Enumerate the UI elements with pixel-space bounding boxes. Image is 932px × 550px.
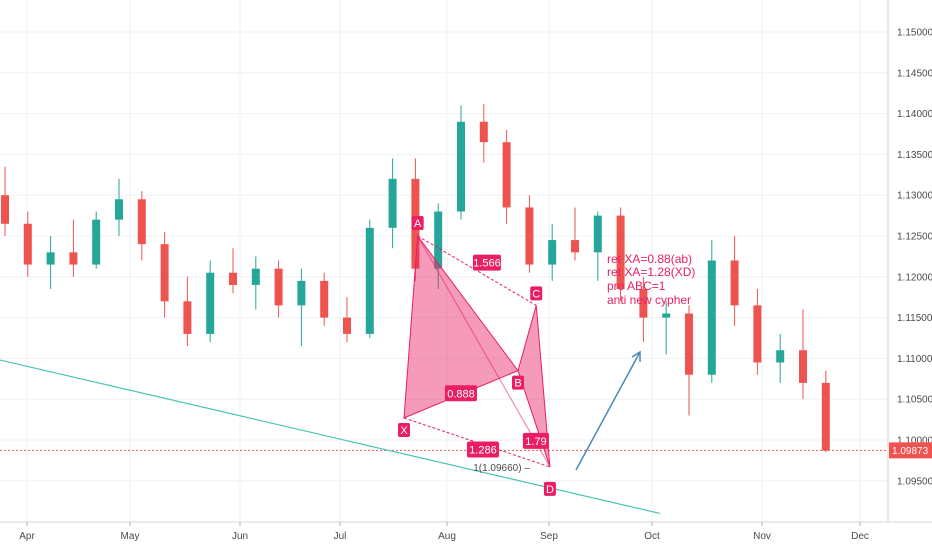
point-label-d: D: [546, 484, 554, 496]
time-axis-bg: [0, 522, 932, 550]
candle-body: [525, 207, 534, 265]
candle-body: [479, 121, 488, 143]
point-marker-a[interactable]: [411, 216, 424, 230]
last-price-value: 1.09873: [892, 446, 929, 457]
y-tick-label: 1.13000: [897, 191, 932, 202]
candle-body: [457, 121, 465, 212]
candle-body: [46, 252, 55, 265]
price-axis[interactable]: 1.15000 1.14500 1.14000 1.13500 1.13000 1.125…: [887, 0, 932, 550]
candle-body: [137, 199, 146, 245]
candle-body: [274, 268, 283, 306]
point-marker-b[interactable]: [512, 375, 524, 390]
x-tick-label: Oct: [644, 531, 660, 542]
x-tick-label: Sep: [540, 531, 558, 542]
candle-body: [297, 280, 306, 306]
annotation-line-1: ret XA=0.88(ab): [607, 252, 692, 266]
trendline[interactable]: [0, 359, 661, 515]
ratio-label: 1.566: [473, 258, 501, 270]
annotation-line-2: ret XA=1.28(XD): [607, 265, 695, 279]
candle-body: [799, 350, 807, 383]
y-tick-label: 1.10000: [897, 436, 932, 447]
candle-body: [115, 199, 123, 220]
candle-body: [571, 240, 579, 253]
projection-arrow[interactable]: [575, 350, 641, 471]
candle-body: [821, 382, 830, 451]
y-tick-label: 1.10500: [897, 395, 932, 406]
candle-body: [69, 252, 78, 265]
pattern-line-ac: [417, 235, 537, 306]
arrow-shaft[interactable]: [575, 351, 641, 471]
y-tick-label: 1.13500: [897, 150, 932, 161]
ratio-badge[interactable]: [472, 254, 501, 271]
ratio-label: 0.888: [447, 388, 475, 400]
y-tick-label: 1.09500: [897, 476, 932, 487]
point-label-a: A: [414, 218, 422, 230]
x-tick-label: Aug: [438, 531, 456, 542]
candle-body: [251, 268, 260, 285]
candle-body: [502, 142, 511, 208]
y-tick-label: 1.12500: [897, 232, 932, 243]
candle-body: [160, 244, 169, 302]
candle-body: [1, 195, 9, 224]
x-tick-label: Nov: [753, 531, 771, 542]
candle-body: [730, 260, 739, 306]
candle-body: [593, 215, 602, 253]
target-price-label: 1(1.09660) –: [473, 463, 530, 474]
arrow-head: [631, 350, 641, 362]
candle-body: [229, 272, 237, 285]
candle-body: [388, 178, 397, 228]
candle-body: [183, 301, 192, 334]
candle-body: [434, 211, 443, 269]
candlestick-series: [1, 103, 830, 453]
candle-body: [639, 289, 648, 318]
point-marker-c[interactable]: [530, 286, 543, 301]
y-tick-label: 1.12000: [897, 272, 932, 283]
point-label-x: X: [400, 425, 408, 437]
ratio-label: 1.286: [469, 444, 497, 456]
harmonic-pattern[interactable]: X A B C D 0.888 1.566 1.286 1.79 1(1.09660) –: [398, 216, 556, 496]
candle-body: [92, 219, 101, 265]
x-tick-label: Dec: [851, 531, 869, 542]
pattern-annotation[interactable]: ret XA=0.88(ab) ret XA=1.28(XD) pro ABC=…: [607, 252, 695, 307]
trendline-segment[interactable]: [0, 359, 661, 515]
point-marker-d[interactable]: [543, 481, 556, 496]
candle-body: [753, 305, 762, 363]
candle-body: [776, 350, 785, 363]
candle-body: [548, 240, 557, 265]
ratio-badge[interactable]: [522, 432, 549, 449]
x-tick-label: Jul: [334, 531, 347, 542]
candle-body: [365, 227, 374, 334]
y-tick-label: 1.15000: [897, 28, 932, 39]
candle-body: [320, 280, 329, 318]
chart-grid: [0, 0, 888, 522]
candle-body: [206, 272, 215, 334]
y-tick-label: 1.14000: [897, 109, 932, 120]
candle-body: [662, 313, 671, 318]
annotation-line-4: anti new cypher: [607, 293, 691, 307]
annotation-line-3: pro ABC=1: [607, 279, 666, 293]
candle-body: [23, 223, 32, 265]
y-tick-label: 1.14500: [897, 68, 932, 79]
x-tick-label: May: [121, 531, 140, 542]
point-label-c: C: [532, 288, 540, 300]
point-label-b: B: [514, 378, 521, 390]
candle-body: [616, 215, 625, 290]
time-axis[interactable]: Apr May Jun Jul Aug Sep Oct Nov Dec: [0, 521, 932, 550]
y-tick-label: 1.11500: [897, 313, 932, 324]
candle-body: [343, 317, 351, 334]
last-price-tag[interactable]: [889, 442, 932, 459]
ratio-badge[interactable]: [445, 385, 477, 402]
pattern-triangle-bcd[interactable]: [517, 305, 551, 468]
candle-body: [707, 260, 716, 375]
point-marker-x[interactable]: [398, 422, 410, 437]
pattern-line-ad: [417, 235, 551, 468]
ratio-label: 1.79: [525, 436, 546, 448]
y-tick-label: 1.11000: [897, 354, 932, 365]
x-tick-label: Jun: [232, 531, 248, 542]
x-tick-label: Apr: [19, 531, 35, 542]
ratio-badge[interactable]: [466, 441, 499, 458]
candle-body: [685, 313, 693, 375]
